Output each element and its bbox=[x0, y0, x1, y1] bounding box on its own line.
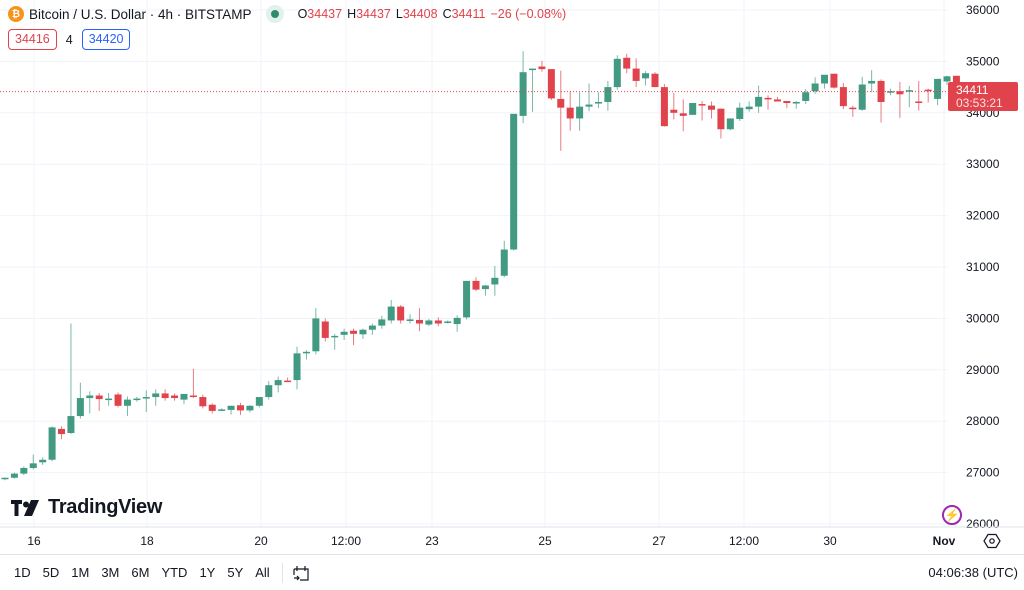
price-tick-label: 28000 bbox=[966, 414, 1000, 428]
candles-layer bbox=[1, 51, 970, 481]
price-tick-label: 27000 bbox=[966, 466, 1000, 480]
utc-clock[interactable]: 04:06:38 (UTC) bbox=[928, 565, 1018, 580]
low-label: L bbox=[395, 7, 403, 21]
bottom-toolbar: 1D 5D 1M 3M 6M YTD 1Y 5Y All 04:06:38 (U… bbox=[0, 554, 1024, 590]
time-tick-label: 16 bbox=[27, 534, 41, 548]
timeframe-1y[interactable]: 1Y bbox=[199, 565, 216, 580]
timeframe-ytd[interactable]: YTD bbox=[161, 565, 188, 580]
spread-value: 4 bbox=[65, 32, 73, 47]
goto-date-icon[interactable] bbox=[291, 563, 311, 583]
last-price-label: 34411 03:53:21 bbox=[948, 82, 1018, 111]
bitcoin-icon: ₿ bbox=[8, 6, 24, 22]
timeframe-5y[interactable]: 5Y bbox=[227, 565, 244, 580]
time-tick-label: 27 bbox=[652, 534, 666, 548]
price-tick-label: 33000 bbox=[966, 157, 1000, 171]
last-price-value: 34411 bbox=[956, 83, 989, 97]
close-label: C bbox=[442, 7, 452, 21]
timeframe-1d[interactable]: 1D bbox=[14, 565, 31, 580]
time-tick-label: 12:00 bbox=[331, 534, 361, 548]
high-label: H bbox=[347, 7, 357, 21]
close-value: 34411 bbox=[451, 7, 486, 21]
change-value: −26 (−0.08%) bbox=[490, 7, 567, 21]
sell-button[interactable]: 34416 bbox=[8, 29, 57, 50]
time-tick-label: 23 bbox=[425, 534, 439, 548]
time-tick-label: 30 bbox=[823, 534, 837, 548]
open-label: O bbox=[297, 7, 308, 21]
price-tick-label: 35000 bbox=[966, 54, 1000, 68]
lightning-icon[interactable]: ⚡ bbox=[942, 505, 962, 525]
time-tick-label: 20 bbox=[254, 534, 268, 548]
price-tick-label: 31000 bbox=[966, 260, 1000, 274]
candlestick-chart[interactable]: 26000 27000 28000 29000 30000 31000 32000 33000… bbox=[0, 0, 1024, 554]
ohlc-values: O 34437 H 34437 L 34408 C 34411 −26 (−0.08%) bbox=[298, 7, 567, 21]
timeframe-6m[interactable]: 6M bbox=[131, 565, 150, 580]
grid-lines bbox=[0, 0, 948, 527]
price-tick-label: 29000 bbox=[966, 363, 1000, 377]
price-axis[interactable]: 26000 27000 28000 29000 30000 31000 32000 33000… bbox=[966, 3, 1000, 531]
symbol-legend: ₿ Bitcoin / U.S. Dollar · 4h · BITSTAMP … bbox=[8, 5, 566, 23]
time-tick-label: 12:00 bbox=[729, 534, 759, 548]
bar-countdown: 03:53:21 bbox=[956, 96, 1003, 110]
trade-buttons: 34416 4 34420 bbox=[8, 29, 131, 50]
logo-text: TradingView bbox=[48, 496, 163, 518]
timeframe-1m[interactable]: 1M bbox=[71, 565, 90, 580]
settings-icon[interactable] bbox=[983, 532, 1001, 550]
time-tick-label: 18 bbox=[140, 534, 154, 548]
price-tick-label: 30000 bbox=[966, 311, 1000, 325]
buy-button[interactable]: 34420 bbox=[81, 29, 131, 50]
low-value: 34408 bbox=[402, 7, 438, 21]
symbol-title[interactable]: Bitcoin / U.S. Dollar · 4h · BITSTAMP bbox=[29, 6, 252, 22]
time-tick-label: 25 bbox=[538, 534, 552, 548]
market-open-icon bbox=[265, 5, 284, 23]
price-tick-label: 36000 bbox=[966, 3, 1000, 17]
time-axis[interactable]: 16 18 20 12:00 23 25 27 12:00 30 Nov bbox=[27, 534, 955, 548]
open-value: 34437 bbox=[307, 7, 343, 21]
timeframe-5d[interactable]: 5D bbox=[42, 565, 60, 580]
price-tick-label: 26000 bbox=[966, 517, 1000, 531]
tradingview-logo[interactable]: TradingView bbox=[11, 496, 162, 519]
price-tick-label: 32000 bbox=[966, 209, 1000, 223]
tradingview-logo-icon bbox=[11, 499, 39, 516]
time-tick-label: Nov bbox=[933, 534, 956, 548]
high-value: 34437 bbox=[356, 7, 391, 21]
toolbar-divider bbox=[281, 562, 283, 583]
timeframe-all[interactable]: All bbox=[255, 565, 270, 580]
timeframe-3m[interactable]: 3M bbox=[101, 565, 120, 580]
